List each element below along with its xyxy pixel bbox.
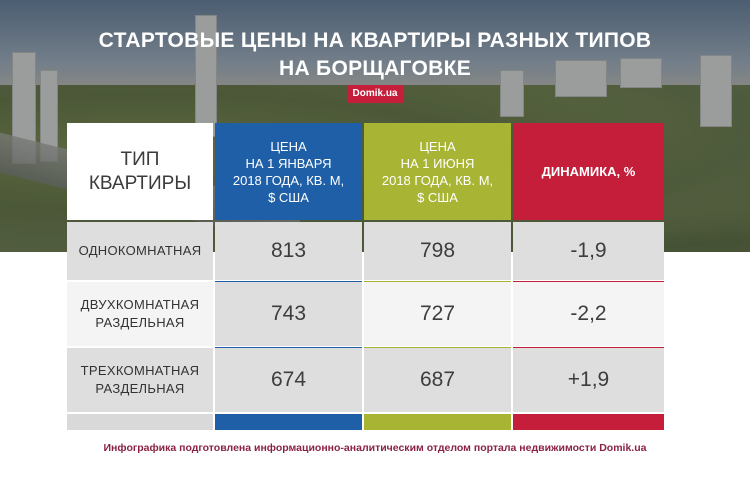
header-jun-line: НА 1 ИЮНЯ (400, 155, 475, 171)
separator-line (215, 281, 362, 282)
header-jan-line: 2018 ГОДА, КВ. М, (232, 172, 345, 188)
separator-line (513, 281, 664, 282)
cell-jan-value: 674 (215, 348, 362, 412)
header-apartment-type: ТИП КВАРТИРЫ (67, 123, 213, 220)
cell-dynamics-value: +1,9 (513, 348, 664, 412)
header-jun-line: 2018 ГОДА, КВ. М, (381, 172, 494, 188)
separator-line (513, 347, 664, 348)
cell-dynamics-value: -1,9 (513, 222, 664, 280)
bottom-bar-jun (364, 414, 511, 430)
bottom-bar-label (67, 414, 213, 430)
cell-jun-value: 798 (364, 222, 511, 280)
table-row-label: ОДНОКОМНАТНАЯ (67, 222, 213, 280)
row-label-line: ОДНОКОМНАТНАЯ (78, 243, 202, 258)
bottom-bar-dynamics (513, 414, 664, 430)
header-apartment-type-line: КВАРТИРЫ (88, 172, 192, 194)
separator-line (364, 347, 511, 348)
row-label-line: ДВУХКОМНАТНАЯ (80, 297, 200, 312)
bottom-bar-jan (215, 414, 362, 430)
cell-dynamics-value: -2,2 (513, 282, 664, 346)
separator-line (364, 281, 511, 282)
cell-jan-value: 813 (215, 222, 362, 280)
header-apartment-type-line: ТИП (120, 148, 160, 170)
footer-credit: Инфографика подготовлена информационно-а… (103, 442, 647, 454)
table-row-label: ТРЕХКОМНАТНАЯ РАЗДЕЛЬНАЯ (67, 348, 213, 412)
header-jun-line: ЦЕНА (419, 138, 456, 154)
brand-badge: Domik.ua (347, 85, 403, 103)
header-jan-line: ЦЕНА (270, 138, 307, 154)
header-jun-line: $ США (417, 189, 458, 205)
title-line-1: СТАРТОВЫЕ ЦЕНЫ НА КВАРТИРЫ РАЗНЫХ ТИПОВ (98, 29, 652, 52)
row-label-line: РАЗДЕЛЬНАЯ (95, 315, 185, 330)
header-dynamics: ДИНАМИКА, % (513, 123, 664, 220)
header-price-june: ЦЕНА НА 1 ИЮНЯ 2018 ГОДА, КВ. М, $ США (364, 123, 511, 220)
cell-jun-value: 727 (364, 282, 511, 346)
page-title: СТАРТОВЫЕ ЦЕНЫ НА КВАРТИРЫ РАЗНЫХ ТИПОВ … (0, 27, 750, 83)
cell-jan-value: 743 (215, 282, 362, 346)
header-jan-line: $ США (268, 189, 309, 205)
header-price-january: ЦЕНА НА 1 ЯНВАРЯ 2018 ГОДА, КВ. М, $ США (215, 123, 362, 220)
header-jan-line: НА 1 ЯНВАРЯ (245, 155, 332, 171)
header-dynamics-line: ДИНАМИКА, % (541, 164, 636, 179)
row-label-line: ТРЕХКОМНАТНАЯ (80, 363, 200, 378)
cell-jun-value: 687 (364, 348, 511, 412)
separator-line (215, 347, 362, 348)
table-row-label: ДВУХКОМНАТНАЯ РАЗДЕЛЬНАЯ (67, 282, 213, 346)
row-label-line: РАЗДЕЛЬНАЯ (95, 381, 185, 396)
title-line-2: НА БОРЩАГОВКЕ (278, 57, 472, 80)
